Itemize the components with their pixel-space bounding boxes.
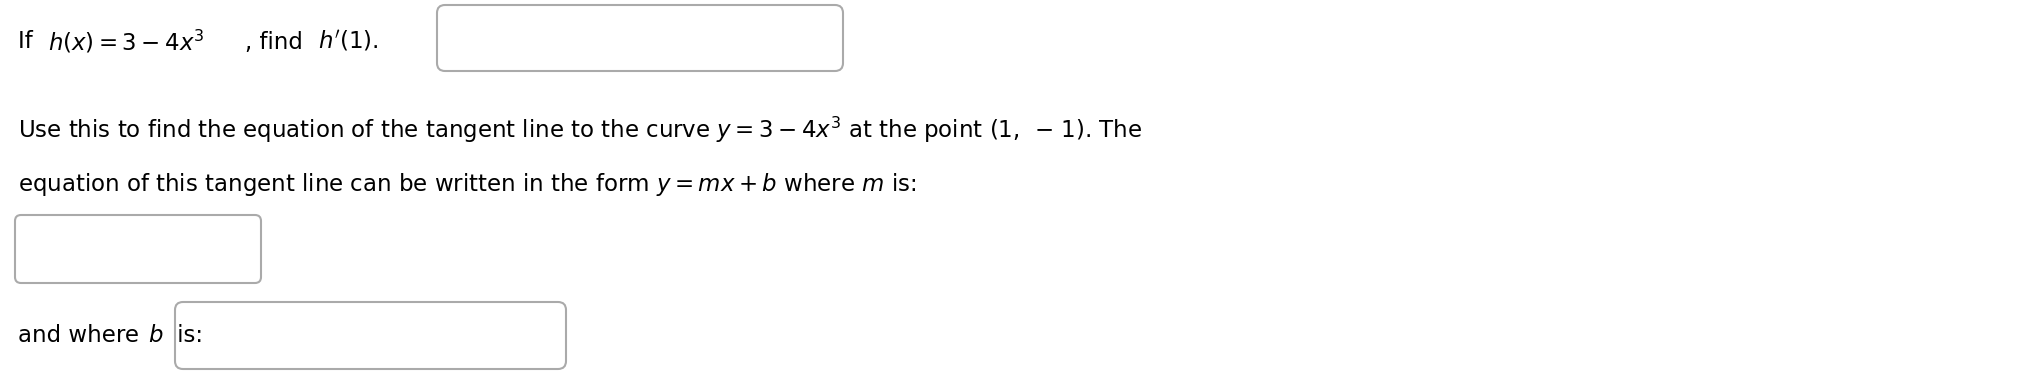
Text: Use this to find the equation of the tangent line to the curve $y = 3 - 4x^3$ at: Use this to find the equation of the tan… bbox=[18, 115, 1143, 145]
Text: $h'(1).$: $h'(1).$ bbox=[319, 29, 380, 55]
Text: $b$: $b$ bbox=[147, 323, 164, 347]
Text: $h(x) = 3 - 4x^3$: $h(x) = 3 - 4x^3$ bbox=[48, 29, 204, 56]
Text: and where: and where bbox=[18, 323, 145, 347]
FancyBboxPatch shape bbox=[14, 215, 260, 283]
FancyBboxPatch shape bbox=[436, 5, 844, 71]
Text: is:: is: bbox=[170, 323, 204, 347]
Text: If: If bbox=[18, 30, 40, 53]
FancyBboxPatch shape bbox=[176, 302, 565, 369]
Text: , find: , find bbox=[244, 30, 311, 53]
Text: equation of this tangent line can be written in the form $y = mx + b$ where $m$ : equation of this tangent line can be wri… bbox=[18, 171, 917, 199]
